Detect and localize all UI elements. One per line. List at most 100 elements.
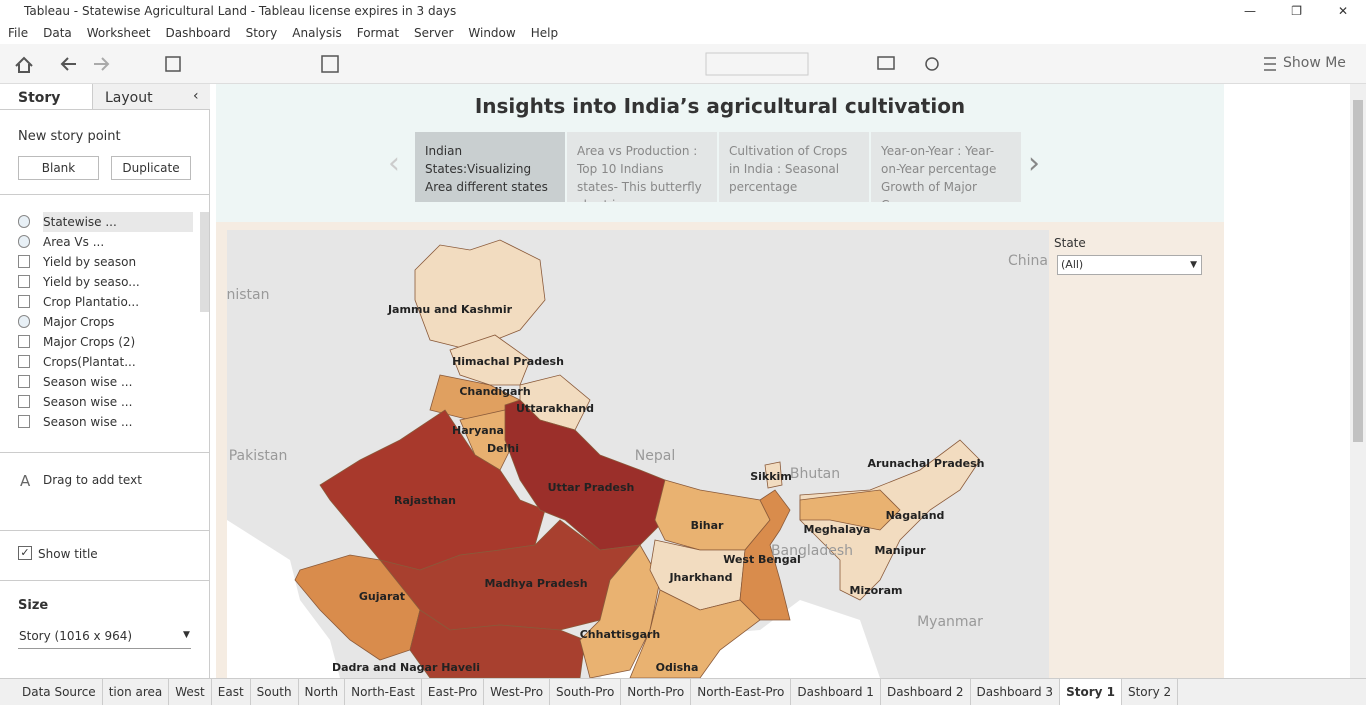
story-sheet[interactable]: Statewise ...	[43, 212, 193, 232]
menu-item[interactable]: Data	[43, 26, 72, 40]
state-label[interactable]: Odisha	[656, 661, 699, 674]
country-label: China	[1008, 253, 1048, 269]
sheet-tab[interactable]: Story 1	[1060, 679, 1122, 705]
layout-tab[interactable]: Layout	[105, 90, 153, 106]
state-label[interactable]: West Bengal	[723, 553, 801, 566]
state-label[interactable]: Mizoram	[850, 584, 903, 597]
story-sheet[interactable]: Major Crops (2)	[43, 335, 136, 349]
close[interactable]: ✕	[1337, 4, 1348, 18]
toolbar-icons	[15, 52, 1276, 76]
story-point[interactable]: Area vs Production : Top 10 Indians stat…	[567, 132, 717, 202]
sheet-tab[interactable]: East	[212, 679, 251, 705]
sheet-tab[interactable]: North	[299, 679, 346, 705]
state-label[interactable]: Jammu and Kashmir	[387, 303, 513, 316]
presentation-icon[interactable]	[877, 56, 895, 70]
menu-item[interactable]: Format	[356, 26, 400, 40]
state-label[interactable]: Nagaland	[886, 509, 945, 522]
save-icon[interactable]	[165, 56, 181, 72]
sheet-tab[interactable]: East-Pro	[422, 679, 485, 705]
state-label[interactable]: Sikkim	[750, 470, 792, 483]
sheet-tab[interactable]: Story 2	[1122, 679, 1179, 705]
menu-item[interactable]: Help	[530, 26, 559, 40]
drag-text[interactable]: Drag to add text	[43, 473, 142, 487]
sheet-icon	[18, 235, 30, 248]
state-label[interactable]: Haryana	[452, 424, 504, 437]
state-label[interactable]: Chandigarh	[459, 385, 530, 398]
blank-button[interactable]: Blank	[18, 156, 99, 180]
home-icon[interactable]	[15, 56, 33, 73]
state-label[interactable]: Manipur	[874, 544, 926, 557]
story-sheet[interactable]: Area Vs ...	[43, 235, 105, 249]
next-point[interactable]: ›	[1028, 146, 1040, 181]
state-label[interactable]: Gujarat	[359, 590, 405, 603]
sheet-tab[interactable]: North-East-Pro	[691, 679, 792, 705]
sheet-tab[interactable]: South	[251, 679, 299, 705]
size-dropdown[interactable]: Story (1016 x 964)	[19, 629, 133, 643]
share-icon[interactable]	[925, 57, 939, 71]
story-tab[interactable]: Story	[18, 90, 61, 106]
state-label[interactable]: Dadra and Nagar Haveli	[332, 661, 480, 674]
new-sheet-icon[interactable]	[321, 55, 339, 73]
duplicate-button[interactable]: Duplicate	[111, 156, 191, 180]
story-sheet[interactable]: Crops(Plantat...	[43, 355, 136, 369]
state-label[interactable]: Delhi	[487, 442, 519, 455]
state-label[interactable]: Jharkhand	[668, 571, 732, 584]
sheet-tab[interactable]: North-Pro	[621, 679, 692, 705]
sheet-tab[interactable]: Dashboard 1	[791, 679, 881, 705]
sheet-tab[interactable]: Dashboard 3	[971, 679, 1061, 705]
story-point[interactable]: Cultivation of Crops in India : Seasonal…	[719, 132, 869, 202]
state-label[interactable]: Uttar Pradesh	[548, 481, 635, 494]
prev-point[interactable]: ‹	[388, 146, 400, 181]
state-label[interactable]: Chhattisgarh	[580, 628, 661, 641]
sheet-icon	[18, 355, 30, 368]
minimize[interactable]: —	[1244, 4, 1256, 18]
menu-bar: File Data Worksheet Dashboard Story Analysis F…	[0, 22, 1366, 44]
menu-item[interactable]: Server	[414, 26, 454, 40]
menu-item[interactable]: Window	[468, 26, 516, 40]
state-label[interactable]: Arunachal Pradesh	[867, 457, 984, 470]
sheet-tab[interactable]: Dashboard 2	[881, 679, 971, 705]
show-title-checkbox[interactable]: ✓	[18, 546, 32, 560]
collapse-pane[interactable]: ‹	[193, 88, 199, 104]
story-sheet[interactable]: Season wise ...	[43, 375, 133, 389]
story-pane: Story Layout ‹ New story point Blank Dup…	[0, 84, 210, 678]
scrollbar[interactable]	[1350, 84, 1366, 678]
menu-item[interactable]: Dashboard	[165, 26, 231, 40]
state-label[interactable]: Bihar	[691, 519, 724, 532]
story-canvas: Insights into India’s agricultural culti…	[210, 84, 1350, 678]
restore[interactable]: ❐	[1291, 4, 1302, 18]
story-sheet[interactable]: Yield by seaso...	[43, 275, 140, 289]
sheet-icon	[18, 335, 30, 348]
menu-item[interactable]: Worksheet	[86, 26, 151, 40]
sheet-tab[interactable]: West-Pro	[484, 679, 551, 705]
sheet-tab[interactable]: North-East	[345, 679, 422, 705]
story-sheet[interactable]: Season wise ...	[43, 395, 133, 409]
story-sheet[interactable]: Season wise ...	[43, 415, 133, 429]
undo-icon[interactable]	[60, 57, 76, 71]
story-point[interactable]: Indian States:Visualizing Area different…	[415, 132, 565, 202]
sheet-icon	[18, 375, 30, 388]
state-filter[interactable]: (All) ▼	[1057, 255, 1202, 275]
menu-item[interactable]: Analysis	[292, 26, 342, 40]
state-label[interactable]: Himachal Pradesh	[452, 355, 564, 368]
menu-item[interactable]: Story	[245, 26, 278, 40]
story-point[interactable]: Year-on-Year : Year-on-Year percentage G…	[871, 132, 1021, 202]
sheet-icon	[18, 295, 30, 308]
fit-dropdown[interactable]	[705, 52, 809, 76]
sheet-tab[interactable]: tion area	[103, 679, 170, 705]
menu-item[interactable]: File	[8, 26, 29, 40]
state-label[interactable]: Meghalaya	[804, 523, 871, 536]
show-me-icon[interactable]	[1264, 57, 1276, 71]
sheet-tab[interactable]: South-Pro	[550, 679, 622, 705]
sheet-tab[interactable]: West	[169, 679, 212, 705]
country-label: nistan	[227, 287, 270, 303]
story-sheet[interactable]: Major Crops	[43, 315, 115, 329]
show-me[interactable]: Show Me	[1283, 55, 1346, 71]
story-sheet[interactable]: Crop Plantatio...	[43, 295, 140, 309]
state-label[interactable]: Rajasthan	[394, 494, 456, 507]
story-sheet[interactable]: Yield by season	[43, 255, 137, 269]
state-label[interactable]: Madhya Pradesh	[484, 577, 587, 590]
sheet-tab[interactable]: Data Source	[0, 679, 103, 705]
state-label[interactable]: Uttarakhand	[516, 402, 594, 415]
redo-icon[interactable]	[94, 57, 110, 71]
